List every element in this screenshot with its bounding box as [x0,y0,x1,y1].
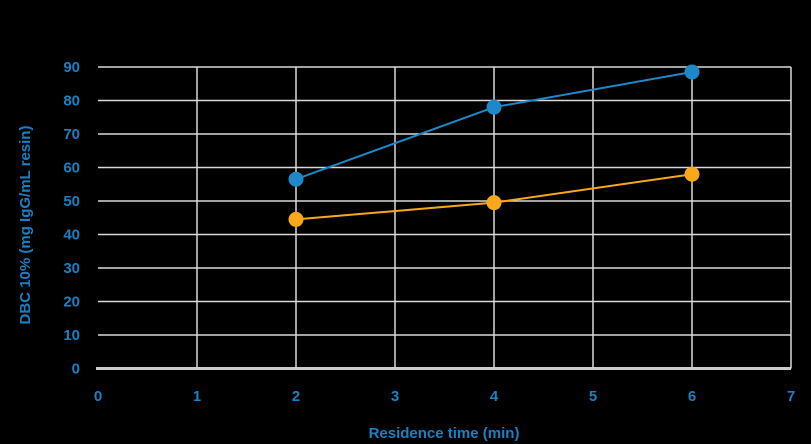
y-tick-label-80: 80 [63,93,80,110]
x-tick-label-7: 7 [787,388,795,405]
x-axis-title: Residence time (min) [369,425,520,442]
y-axis-title: DBC 10% (mg IgG/mL resin) [17,126,34,325]
y-tick-label-0: 0 [72,361,80,378]
data-point-orange-series-2 [684,166,700,182]
y-tick-label-20: 20 [63,294,80,311]
x-tick-label-4: 4 [490,388,499,405]
data-point-orange-series-1 [486,195,502,211]
grid-layer [96,66,792,370]
data-point-blue-series-2 [684,64,700,80]
x-tick-label-5: 5 [589,388,597,405]
y-tick-label-10: 10 [63,327,80,344]
y-tick-label-90: 90 [63,59,80,76]
data-point-orange-series-0 [288,211,304,227]
data-point-blue-series-0 [288,171,304,187]
y-tick-label-30: 30 [63,260,80,277]
y-tick-label-60: 60 [63,160,80,177]
y-tick-label-50: 50 [63,193,80,210]
x-tick-label-1: 1 [193,388,201,405]
series-layer [288,64,700,227]
y-tick-label-40: 40 [63,227,80,244]
x-tick-label-0: 0 [94,388,102,405]
y-tick-label-70: 70 [63,126,80,143]
x-tick-label-3: 3 [391,388,399,405]
data-point-blue-series-1 [486,99,502,115]
x-tick-label-2: 2 [292,388,300,405]
x-tick-label-6: 6 [688,388,696,405]
